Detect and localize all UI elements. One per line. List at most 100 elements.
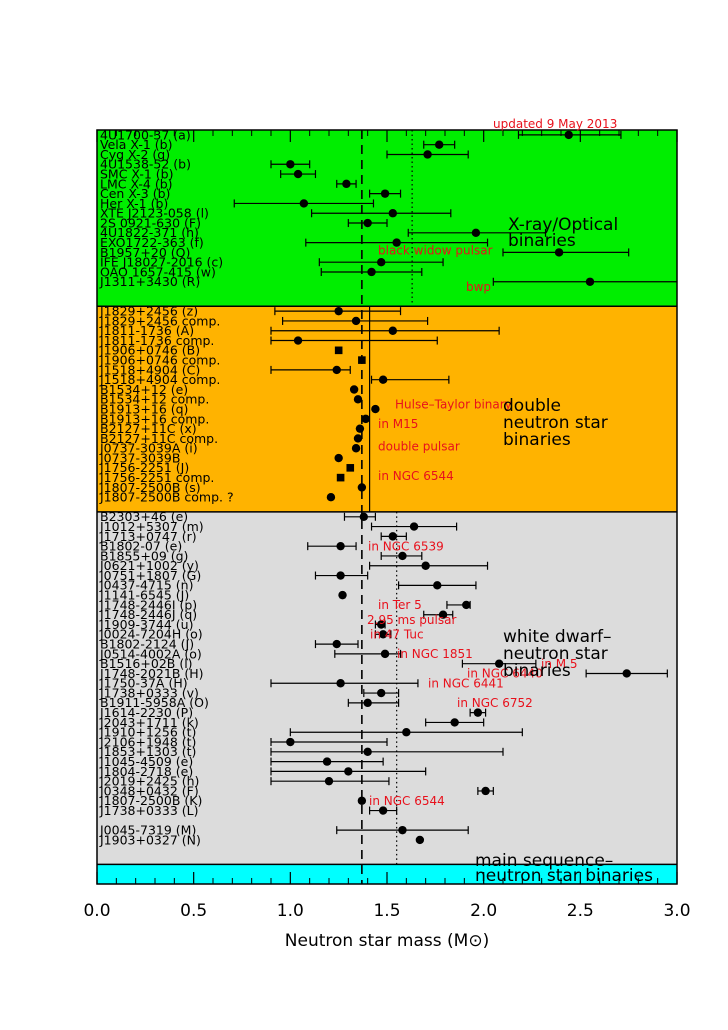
row-label: J1748-2446J (q) (99, 607, 197, 622)
row-label: 4U1700-37 (a) (100, 127, 191, 142)
row-label: J1807-2500B (s) (99, 480, 201, 495)
data-point (585, 277, 595, 286)
row-label: J1910+1256 (t) (99, 725, 196, 740)
annotation: bwp (466, 280, 491, 294)
row-label: Her X-1 (b) (100, 196, 168, 211)
row-label: B2127+11C (x) (100, 421, 197, 436)
data-point (473, 708, 483, 717)
row-label: J1811-1736 comp. (99, 333, 214, 348)
group-label: binaries (508, 231, 576, 251)
row-label: J0514-4002A (o) (99, 646, 202, 661)
data-point (293, 336, 303, 345)
row-label: J1518+4904 comp. (99, 372, 220, 387)
row-label: J1748-2446I (p) (99, 597, 197, 612)
row-label: J2106+1948 (t) (99, 734, 196, 749)
data-point (342, 179, 351, 189)
row-label: B2303+46 (e) (100, 509, 188, 524)
group-label: binaries (503, 430, 571, 450)
data-point (409, 522, 419, 531)
row-label: B1913+16 (q) (100, 401, 188, 416)
row-label: J0045-7319 (M) (99, 823, 196, 838)
annotation: in NGC 1851 (397, 647, 473, 661)
data-point (363, 747, 372, 757)
data-point (357, 796, 367, 805)
data-point (332, 365, 341, 375)
group-label: neutron star binaries (475, 866, 653, 886)
data-point (359, 512, 368, 521)
x-tick-label: 1.0 (277, 901, 304, 921)
data-point (398, 551, 407, 561)
data-point (355, 424, 365, 433)
group-label: binaries (503, 661, 571, 681)
annotation: black widow pulsar (378, 244, 493, 258)
data-point (367, 267, 376, 277)
row-label: J1518+4904 (C) (99, 362, 200, 377)
row-label: B1534+12 (e) (100, 382, 188, 397)
row-label: J1012+5307 (m) (99, 519, 204, 534)
data-point (371, 404, 380, 414)
row-label: J2019+2425 (h) (99, 774, 199, 789)
update-note: updated 9 May 2013 (493, 117, 617, 131)
group-band-0 (97, 130, 677, 307)
annotation: in M15 (378, 417, 418, 431)
data-point (344, 767, 353, 776)
data-point (357, 483, 367, 492)
row-label: J1811-1736 (A) (99, 323, 194, 338)
row-label: J0437-4715 (n) (99, 578, 193, 593)
data-point (378, 375, 388, 384)
data-point (421, 561, 430, 570)
group-label: neutron star (503, 644, 608, 664)
data-point (494, 659, 504, 668)
data-point (351, 444, 361, 453)
annotation: in NGC 6752 (457, 696, 533, 710)
row-label: J1748-2021B (H) (99, 666, 204, 681)
row-label: J1829+2456 comp. (99, 313, 220, 328)
row-label: J1807-2500B (K) (99, 793, 202, 808)
group-label: X-ray/Optical (508, 215, 618, 235)
group-label: double (503, 396, 561, 416)
data-point (338, 590, 347, 600)
row-label: J1909-3744 (u) (99, 617, 193, 632)
data-point (378, 806, 388, 815)
row-label: J0348+0432 (F) (99, 783, 199, 798)
annotation: in NGC 6440 (467, 667, 543, 681)
row-label: LMC X-4 (b) (100, 176, 173, 191)
data-point (286, 160, 295, 169)
data-point (433, 581, 442, 590)
data-point (293, 169, 303, 179)
data-point (361, 414, 370, 424)
row-label: J1738+0333 (L) (99, 803, 198, 818)
row-label: Cyg X-2 (g) (100, 147, 170, 162)
data-point (377, 688, 386, 698)
data-point (326, 493, 336, 502)
data-point (336, 679, 345, 688)
data-point (378, 630, 388, 639)
row-label: XTE J2123-058 (l) (100, 206, 209, 221)
data-point-square (336, 473, 345, 482)
data-point (353, 395, 363, 404)
row-label: J2043+1711 (k) (99, 715, 199, 730)
annotation: Hulse–Taylor binary (395, 397, 512, 411)
group-band-2 (97, 511, 677, 865)
annotation: in NGC 6544 (369, 794, 445, 808)
group-label: white dwarf– (503, 627, 612, 647)
row-label: J0751+1807 (G) (99, 568, 201, 583)
row-label: 4U1822-371 (h) (100, 225, 199, 240)
row-label: B1534+12 comp. (100, 392, 209, 407)
x-tick-label: 1.5 (373, 901, 400, 921)
data-point (435, 140, 444, 149)
data-point (332, 639, 341, 649)
annotation: in NGC 6544 (378, 469, 454, 483)
row-label: 4U1538-52 (b) (100, 157, 191, 172)
data-point (388, 532, 397, 541)
data-point-square (346, 464, 355, 472)
row-label: J1738+0333 (v) (99, 685, 199, 700)
data-point (377, 620, 386, 629)
data-point (481, 786, 490, 796)
row-label: J0024-7204H (o) (99, 627, 203, 642)
row-label: J1853+1303 (t) (99, 744, 196, 759)
row-label: B1516+02B (l) (100, 656, 193, 671)
row-label: J1045-4509 (e) (99, 754, 193, 769)
x-tick-label: 2.0 (470, 901, 497, 921)
row-label: J0621+1002 (y) (99, 558, 199, 573)
